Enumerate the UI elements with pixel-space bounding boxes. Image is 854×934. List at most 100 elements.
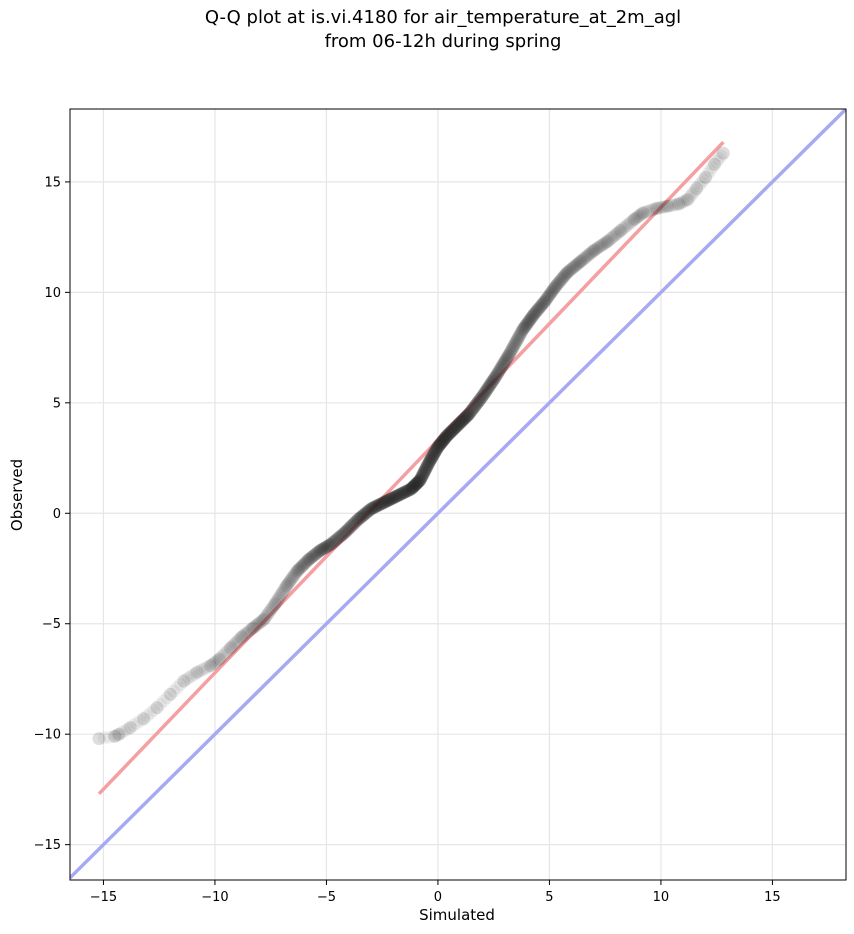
quantile-point	[403, 483, 416, 497]
quantile-point	[407, 479, 421, 493]
quantile-point	[130, 716, 144, 730]
x-tick-label: −5	[317, 890, 336, 905]
quantile-point	[501, 349, 515, 363]
quantile-point	[163, 687, 177, 701]
quantile-point	[123, 721, 137, 735]
quantile-point	[251, 617, 265, 631]
quantile-point	[366, 501, 380, 515]
quantile-point	[463, 406, 477, 420]
quantile-point	[170, 681, 184, 695]
quantile-point	[321, 539, 335, 553]
quantile-point	[319, 540, 333, 554]
quantile-point	[554, 273, 568, 287]
quantile-point	[404, 482, 418, 496]
quantile-point	[338, 525, 352, 539]
quantile-point	[457, 412, 471, 426]
x-tick-label: 0	[434, 890, 442, 905]
quantile-point	[472, 394, 486, 408]
quantile-point	[364, 502, 378, 516]
quantile-point	[496, 358, 510, 372]
quantile-point	[385, 492, 399, 506]
quantile-point	[584, 246, 598, 260]
quantile-point	[341, 522, 355, 536]
quantile-point	[563, 263, 577, 277]
quantile-point	[461, 408, 475, 422]
quantile-point	[429, 443, 443, 457]
quantile-point	[543, 288, 557, 302]
quantile-point	[384, 492, 398, 506]
quantile-point	[525, 310, 539, 324]
quantile-point	[358, 507, 372, 521]
quantile-point	[705, 161, 719, 175]
quantile-point	[195, 663, 209, 677]
quantile-point	[334, 529, 348, 543]
quantile-point	[382, 493, 396, 507]
quantile-point	[504, 344, 518, 358]
quantile-point	[556, 270, 570, 284]
y-tick-label: −10	[34, 728, 61, 743]
quantile-point	[416, 468, 430, 482]
quantile-point	[167, 684, 181, 698]
quantile-point	[682, 190, 696, 204]
quantile-point	[236, 629, 250, 643]
chart-title-line2: from 06-12h during spring	[324, 31, 562, 52]
quantile-point	[524, 312, 538, 326]
quantile-point	[453, 416, 467, 430]
quantile-point	[254, 615, 268, 629]
y-tick-label: 0	[53, 507, 61, 522]
quantile-point	[382, 493, 396, 507]
quantile-point	[568, 259, 582, 273]
quantile-point	[493, 362, 507, 376]
quantile-point	[576, 252, 590, 266]
quantile-point	[392, 488, 406, 502]
quantile-point	[446, 423, 460, 437]
quantile-point	[596, 237, 610, 251]
quantile-point	[665, 198, 679, 212]
quantile-point	[311, 545, 325, 559]
quantile-point	[503, 345, 517, 359]
quantile-point	[120, 722, 134, 736]
quantile-point	[349, 515, 363, 529]
quantile-point	[434, 437, 448, 451]
quantile-point	[506, 340, 520, 354]
quantile-point	[354, 510, 368, 524]
quantile-point	[475, 390, 489, 404]
quantile-point	[418, 463, 432, 477]
quantile-point	[426, 448, 440, 462]
quantile-point	[316, 542, 330, 556]
quantile-point	[287, 568, 301, 582]
quantile-point	[409, 477, 423, 491]
quantile-point	[362, 503, 376, 517]
y-tick-label: 15	[44, 175, 61, 190]
quantile-point	[456, 413, 470, 427]
quantile-point	[712, 152, 726, 166]
quantile-point	[429, 444, 443, 458]
quantile-point	[591, 240, 605, 254]
quantile-point	[369, 499, 383, 513]
quantile-point	[193, 664, 207, 678]
quantile-point	[523, 313, 537, 327]
quantile-point	[476, 388, 490, 402]
quantile-point	[377, 495, 391, 509]
quantile-point	[318, 541, 332, 555]
quantile-point	[246, 621, 260, 635]
quantile-point	[694, 176, 708, 190]
quantile-point	[579, 250, 593, 264]
quantile-point	[433, 438, 447, 452]
quantile-point	[427, 447, 441, 461]
quantile-point	[402, 483, 416, 497]
quantile-point	[431, 440, 445, 454]
quantile-point	[632, 209, 646, 223]
identity-line	[70, 109, 846, 880]
quantile-point	[416, 467, 430, 481]
quantile-point	[398, 485, 412, 499]
quantile-point	[672, 197, 686, 211]
quantile-point	[490, 368, 504, 382]
quantile-point	[428, 445, 442, 459]
quantile-point	[599, 236, 613, 250]
quantile-point	[410, 476, 424, 490]
quantile-point	[688, 184, 702, 198]
quantile-point	[276, 585, 290, 599]
quantile-point	[549, 279, 563, 293]
